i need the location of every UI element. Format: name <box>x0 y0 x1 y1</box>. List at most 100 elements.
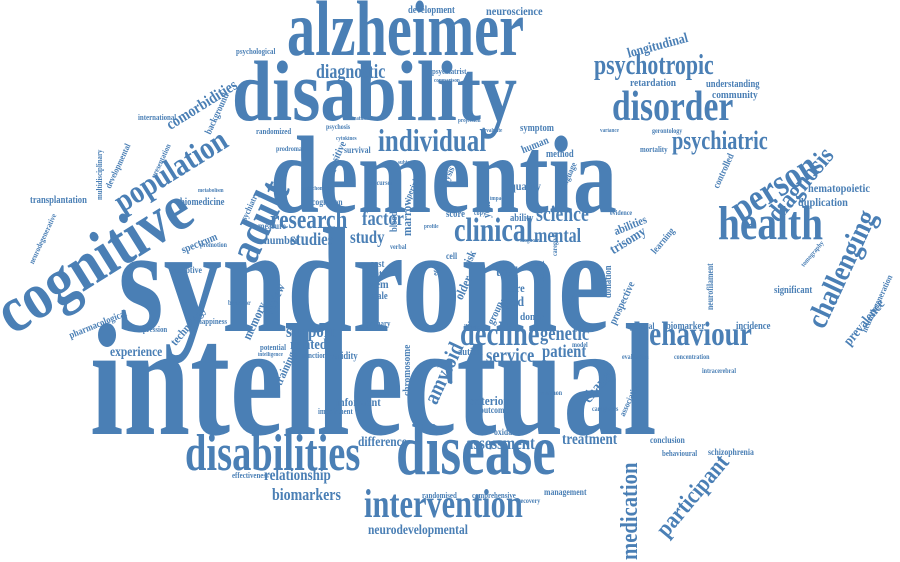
word-behavior: behavior <box>228 299 251 307</box>
word-controlled: controlled <box>711 151 737 191</box>
word-aged: aged <box>500 295 525 310</box>
word-community: community <box>712 89 758 101</box>
word-schizophrenia: schizophrenia <box>708 447 754 457</box>
word-treatment: treatment <box>562 431 618 448</box>
word-clinical: clinical <box>454 212 533 249</box>
word-survival: survival <box>344 145 371 155</box>
word-treatments: treatments <box>350 116 374 122</box>
word-multidisciplinary: multidisciplinary <box>95 149 104 200</box>
word-individual: individual <box>378 122 487 158</box>
word-metabolism: metabolism <box>198 188 224 194</box>
word-development: development <box>408 5 455 16</box>
word-psychological: psychological <box>236 47 276 56</box>
word-disability: disability <box>232 43 518 139</box>
word-factor: factor <box>362 208 404 230</box>
word-effectiveness: effectiveness <box>232 471 269 480</box>
word-score: score <box>446 209 465 220</box>
word-science: science <box>536 201 589 226</box>
word-cognition: cognition <box>312 197 343 207</box>
word-function: function <box>302 351 327 360</box>
word-cell: cell <box>446 251 458 261</box>
word-data: data <box>370 269 387 280</box>
word-genetic: genetic <box>540 323 590 345</box>
word-studies: studies <box>290 229 334 249</box>
word-receptive: receptive <box>172 265 202 275</box>
word-health: health <box>718 197 823 250</box>
word-medication: medication <box>617 462 643 560</box>
word-chromosome: chromosome <box>401 344 413 396</box>
word-intracerebral: intracerebral <box>702 367 736 375</box>
word-psychiatric: psychiatric <box>672 126 768 155</box>
word-psychotropic: psychotropic <box>594 50 714 81</box>
word-biomarker: biomarker <box>666 321 706 332</box>
word-donation: donation <box>603 265 614 298</box>
word-behavioural: behavioural <box>662 449 698 458</box>
word-trial: trial <box>496 265 519 280</box>
word-participant: participant <box>651 449 735 543</box>
word-prodromal: prodromal <box>276 145 304 153</box>
word-dementia: dementia <box>270 114 618 236</box>
word-support: support <box>286 321 336 341</box>
word-happiness: happiness <box>198 317 228 326</box>
word-potential: potential <box>260 343 287 352</box>
word-comprehensive: comprehensive <box>472 491 516 500</box>
word-diagnoses: diagnoses <box>520 238 542 244</box>
word-biomarkers: biomarkers <box>272 485 341 504</box>
word-blood: blood <box>389 211 400 232</box>
word-dose: dose <box>530 262 540 268</box>
word-comparison: comparison <box>434 78 460 84</box>
word-difference: difference <box>358 435 407 450</box>
word-psychosis: psychosis <box>326 123 351 131</box>
word-primary: primary <box>366 319 391 328</box>
word-precursor: precursor <box>368 179 394 187</box>
word-neurodegeneration: neurodegeneration <box>859 273 895 334</box>
word-neuroscience: neuroscience <box>486 4 543 18</box>
word-evaluation: evaluation <box>622 353 649 361</box>
word-informant: informant <box>336 395 381 409</box>
word-alzheimer: alzheimer <box>287 0 525 72</box>
word-incidence: incidence <box>736 321 771 332</box>
word-number: number <box>264 233 299 247</box>
word-duplication: duplication <box>798 195 848 209</box>
word-recovery: recovery <box>518 497 541 505</box>
word-international: international <box>138 113 177 122</box>
word-caregiver: caregiver <box>551 232 559 256</box>
word-management: management <box>544 487 587 497</box>
word-behaviour: behaviour <box>634 316 752 353</box>
word-experience: experience <box>110 345 163 360</box>
word-variance: variance <box>600 128 619 134</box>
word-gerontology: gerontology <box>652 127 683 135</box>
word-promotion: promotion <box>200 241 227 249</box>
word-conclusion: conclusion <box>650 435 685 445</box>
word-decline: decline <box>460 316 540 353</box>
word-evidence: evidence <box>610 209 633 217</box>
word-biomedicine: biomedicine <box>180 197 225 208</box>
word-assessment: assessment <box>466 433 535 453</box>
word-outcome: outcome <box>480 405 508 415</box>
word-intellectual: intellectual <box>90 291 657 469</box>
word-measure: measure <box>258 221 286 231</box>
word-ability: ability <box>510 213 534 224</box>
word-validity: validity <box>330 351 358 362</box>
word-criterion: criterion <box>468 393 510 408</box>
word-verbal: verbal <box>390 243 407 251</box>
word-impairment: impairment <box>318 407 353 416</box>
word-general: general <box>630 321 655 331</box>
word-related: related <box>290 337 327 353</box>
word-care: care <box>506 281 525 295</box>
word-significant: significant <box>774 285 813 296</box>
word-stem: stem <box>368 277 389 291</box>
word-oxidative: oxidative <box>494 427 525 437</box>
word-profile: profile <box>424 224 439 230</box>
word-transplantation: transplantation <box>30 195 87 206</box>
word-research: research <box>270 205 348 234</box>
word-randomized: randomized <box>256 127 292 136</box>
word-patient: patient <box>542 341 587 361</box>
word-mortality: mortality <box>640 145 668 154</box>
word-scale: scale <box>370 291 388 302</box>
word-study: study <box>350 227 385 247</box>
word-diagnostic: diagnostic <box>316 61 386 83</box>
word-subtype: subtype <box>398 160 416 166</box>
word-symptom: symptom <box>520 123 554 134</box>
